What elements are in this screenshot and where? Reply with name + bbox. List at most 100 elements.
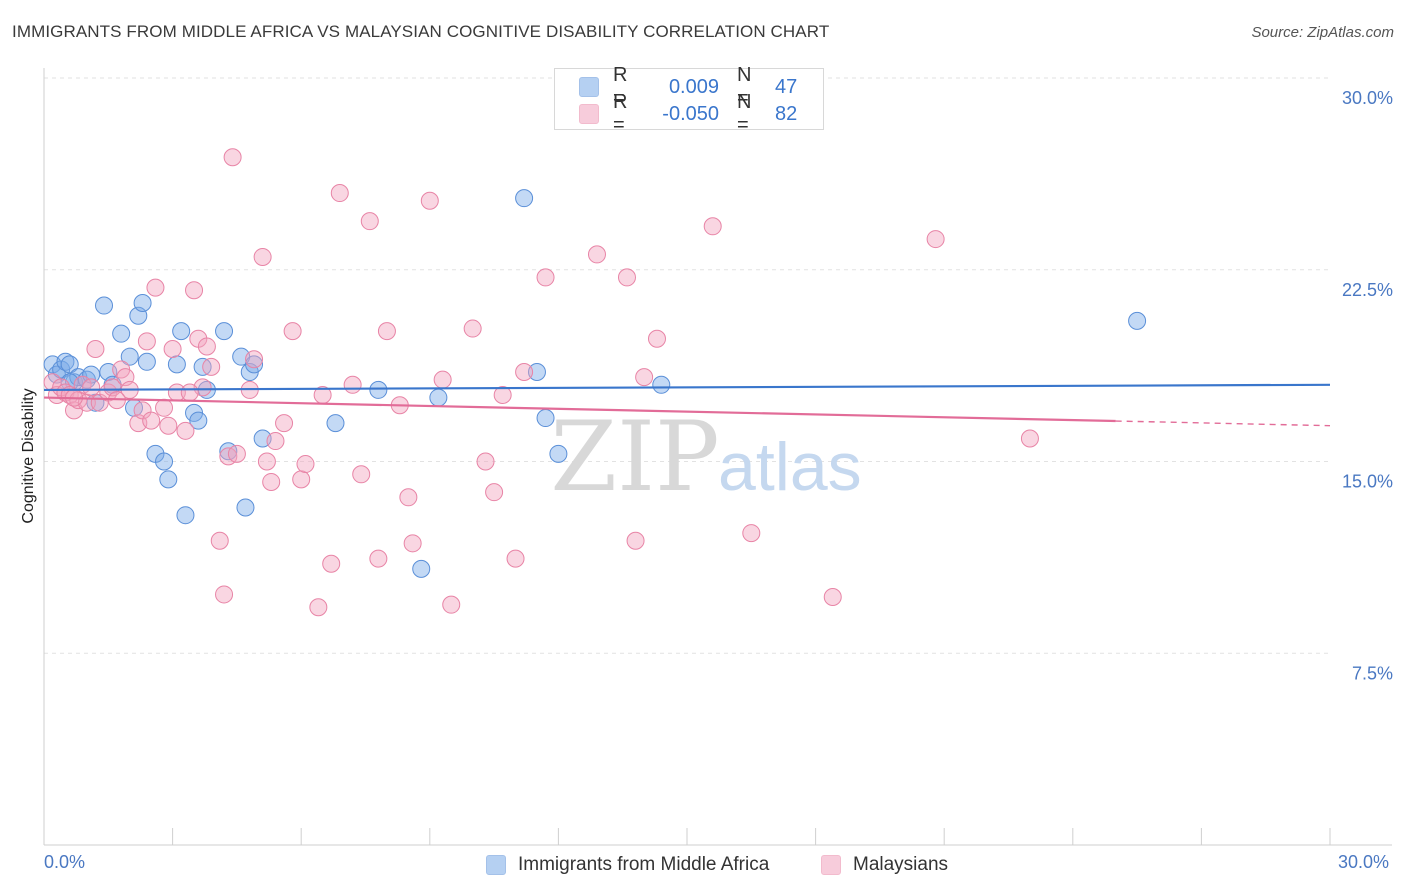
watermark-atlas: atlas [718,429,862,505]
n-label: N = [737,91,752,136]
malaysians-point [647,329,666,348]
immigrants-point [215,322,234,341]
malaysians-point [626,531,645,550]
immigrants-point [549,444,568,463]
malaysians-point [142,411,161,430]
immigrants-point [95,296,114,315]
watermark: ZIP atlas [550,401,861,513]
immigrants-point [369,380,388,399]
immigrants-point [167,355,186,374]
trend-lines [43,383,1331,427]
data-points [43,148,1147,617]
malaysians-point [176,421,195,440]
immigrants-point [652,375,671,394]
axes [43,68,1392,846]
malaysians-point [185,281,204,300]
malaysians-point [275,414,294,433]
immigrants-point [429,388,448,407]
malaysians-point [309,598,328,617]
n-label: N = [737,64,752,109]
immigrants-point [120,347,139,366]
malaysians-point [433,370,452,389]
malaysians-point [202,357,221,376]
immigrants-point [137,352,156,371]
malaysians-point [262,472,281,491]
immigrants-point [515,189,534,208]
bottom-legend-immigrants[interactable]: Immigrants from Middle Africa [486,852,769,878]
immigrants-point [60,355,79,374]
malaysians-point [420,191,439,210]
malaysians-point [82,378,101,397]
bottom-legend-swatch-immigrants [486,855,506,875]
source-credit: Source: ZipAtlas.com [1251,24,1394,41]
r-label: R = [613,91,628,136]
immigrants-point [245,355,264,374]
malaysians-point [617,268,636,287]
immigrants-point [172,322,191,341]
malaysians-point [266,432,285,451]
malaysians-point [86,340,105,359]
malaysians-point [257,452,276,471]
malaysians-point [253,247,272,266]
malaysians-point [296,455,315,474]
malaysians-point [926,230,945,249]
legend-swatch-malaysians [579,104,599,124]
r-value-immigrants: 0.009 [668,75,719,98]
chart-title: IMMIGRANTS FROM MIDDLE AFRICA VS MALAYSI… [12,22,830,41]
y-tick-label: 30.0% [1342,88,1393,108]
y-tick-label: 22.5% [1342,280,1393,300]
bottom-legend-label-malaysians: Malaysians [853,854,949,875]
malaysians-point [485,483,504,502]
y-tick-label: 15.0% [1342,472,1393,492]
bottom-legend-swatch-malaysians [821,855,841,875]
malaysians-point [283,322,302,341]
x-tick-label-max: 30.0% [1338,852,1390,872]
malaysians-point [399,488,418,507]
immigrants-point [133,293,152,312]
immigrants-trend-line [43,383,1331,392]
watermark-zip: ZIP [550,401,719,513]
bottom-legend-label-immigrants: Immigrants from Middle Africa [518,854,770,875]
malaysians-point [137,332,156,351]
immigrants-point [1128,311,1147,330]
malaysians-point [197,337,216,356]
malaysians-point [292,470,311,489]
malaysians-point [515,363,534,382]
y-axis-label: Cognitive Disability [20,388,37,523]
bottom-legend-malaysians[interactable]: Malaysians [821,852,948,878]
malaysians-point [223,148,242,167]
malaysians-point [377,322,396,341]
malaysians-point [823,588,842,607]
malaysians-point [352,465,371,484]
n-value-malaysians: 82 [775,102,798,125]
malaysians-point [215,585,234,604]
malaysians-point [442,595,461,614]
immigrants-point [412,559,431,578]
stats-legend: R = 0.009 N = 47 R = -0.050 N = 82 [554,64,824,136]
malaysians-point [493,386,512,405]
malaysians-point [330,184,349,203]
immigrants-point [326,414,345,433]
immigrants-point [159,470,178,489]
y-tick-label: 7.5% [1352,663,1393,683]
n-value-immigrants: 47 [775,75,798,98]
malaysians-point [322,554,341,573]
malaysians-point [476,452,495,471]
malaysians-trend-line-extension [1115,420,1331,427]
malaysians-point [587,245,606,264]
malaysians-point [635,368,654,387]
malaysians-point [146,278,165,297]
malaysians-point [343,375,362,394]
malaysians-point [536,268,555,287]
malaysians-point [210,531,229,550]
immigrants-point [176,506,195,525]
malaysians-point [227,444,246,463]
immigrants-point [189,411,208,430]
malaysians-point [163,340,182,359]
x-tick-label-min: 0.0% [44,852,86,872]
r-label: R = [613,64,628,109]
r-value-malaysians: -0.050 [662,102,719,125]
malaysians-point [463,319,482,338]
immigrants-point [236,498,255,517]
